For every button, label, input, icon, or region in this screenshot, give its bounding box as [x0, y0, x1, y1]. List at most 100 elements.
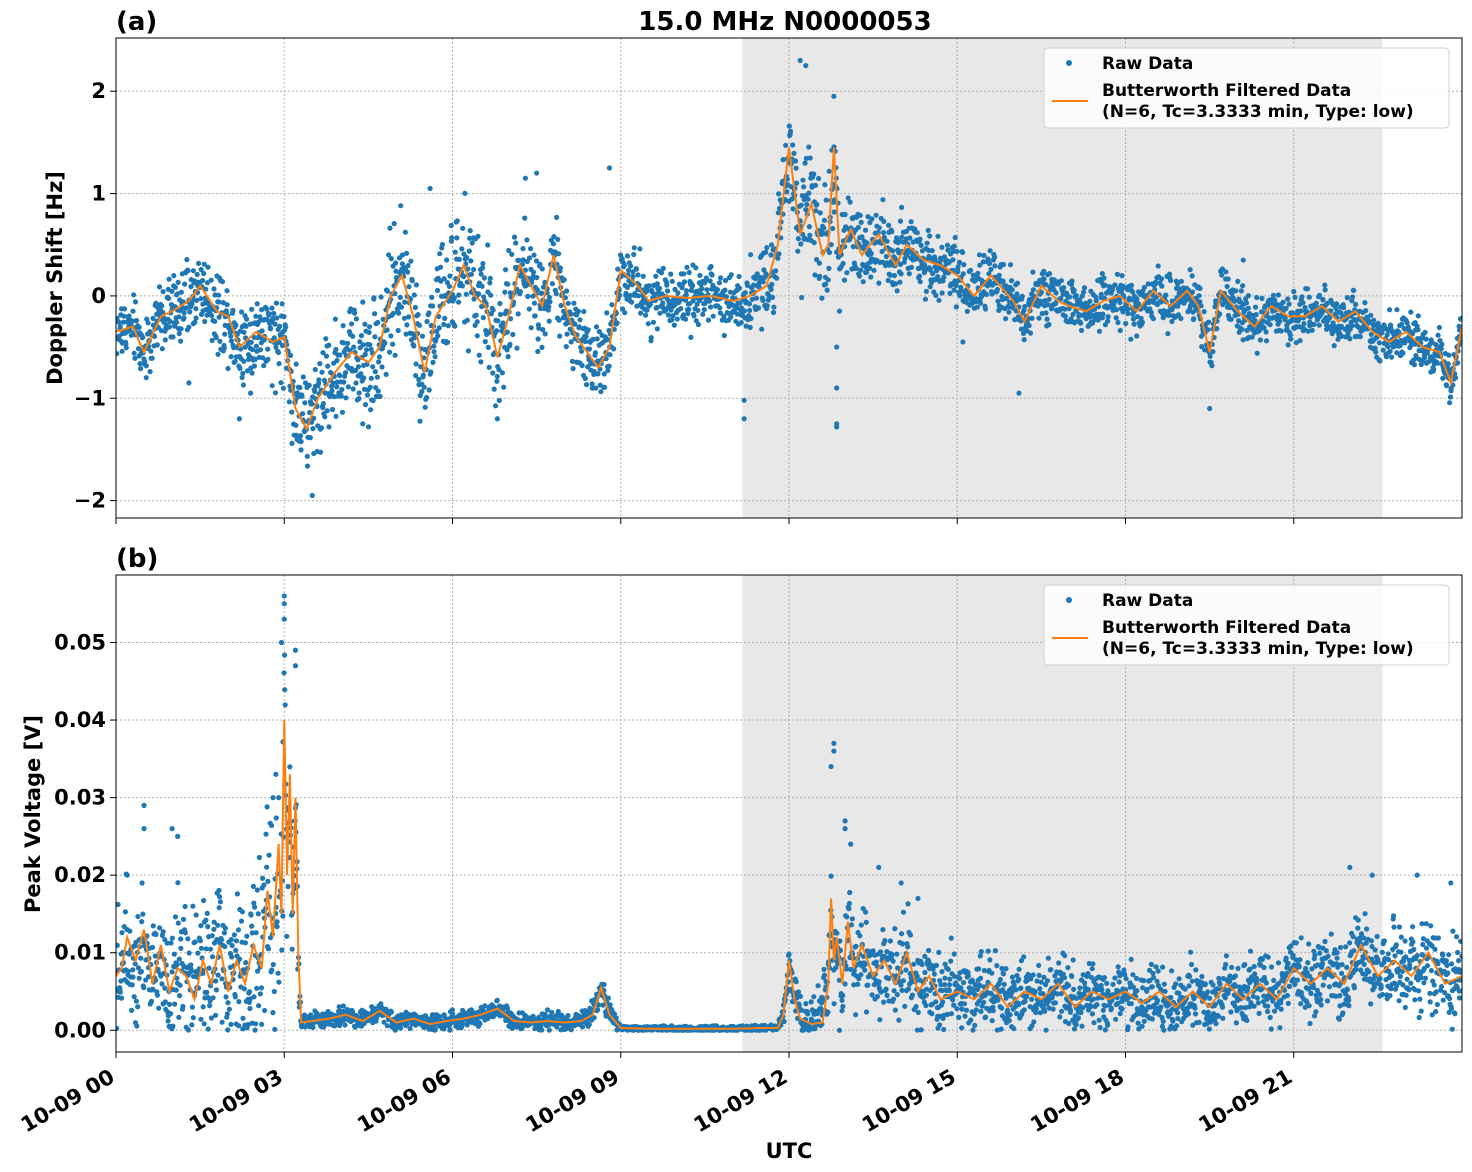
raw-data-point — [416, 376, 422, 383]
raw-data-point — [1003, 316, 1009, 322]
raw-data-point — [1233, 288, 1239, 294]
raw-data-point — [1283, 305, 1289, 311]
raw-data-point — [1099, 271, 1105, 277]
raw-data-point — [783, 142, 789, 148]
raw-data-point — [339, 386, 345, 393]
raw-data-point — [1163, 292, 1169, 298]
raw-data-point — [791, 150, 797, 156]
raw-data-point — [790, 142, 796, 148]
raw-data-point — [355, 357, 361, 363]
raw-data-point — [135, 913, 141, 920]
raw-data-point — [185, 1027, 191, 1033]
raw-data-point — [275, 970, 281, 976]
raw-data-point — [511, 234, 518, 240]
raw-data-point — [754, 271, 760, 277]
raw-data-point — [126, 313, 132, 319]
raw-data-point — [464, 255, 470, 261]
raw-data-point — [502, 267, 509, 273]
raw-data-point — [1458, 315, 1462, 322]
raw-data-point — [170, 1023, 176, 1029]
raw-data-point — [565, 300, 571, 306]
raw-data-point — [1128, 282, 1135, 288]
raw-data-point — [149, 355, 155, 361]
raw-data-point — [761, 267, 767, 273]
raw-data-point — [1297, 338, 1303, 344]
raw-data-point — [448, 222, 454, 229]
raw-data-point — [156, 1005, 162, 1011]
raw-data-point — [360, 421, 366, 427]
raw-data-point — [252, 356, 258, 362]
raw-data-point — [1357, 334, 1363, 340]
raw-data-point — [135, 1004, 141, 1010]
raw-data-point — [226, 1006, 232, 1012]
raw-data-point — [811, 994, 817, 1000]
raw-data-point — [461, 251, 467, 257]
raw-data-point — [408, 258, 414, 264]
raw-data-point — [1447, 394, 1454, 400]
raw-data-point — [172, 914, 178, 920]
raw-data-point — [834, 385, 840, 391]
raw-data-point — [209, 337, 215, 344]
raw-data-point — [871, 267, 877, 273]
raw-data-point — [657, 285, 663, 291]
raw-data-point — [159, 346, 165, 352]
raw-data-point — [709, 272, 715, 278]
raw-data-point — [412, 304, 418, 311]
raw-data-point — [665, 288, 671, 294]
raw-data-point — [539, 266, 545, 272]
raw-data-point — [416, 322, 423, 328]
raw-data-point — [238, 918, 245, 924]
raw-data-point — [253, 343, 259, 349]
raw-data-point — [881, 218, 887, 224]
raw-data-point — [879, 248, 885, 255]
raw-data-point — [1379, 330, 1385, 336]
raw-data-point — [353, 316, 359, 322]
raw-data-point — [367, 342, 373, 348]
raw-data-point — [279, 301, 285, 307]
raw-data-point — [569, 358, 576, 364]
raw-data-point — [1175, 312, 1182, 318]
raw-data-point — [525, 293, 531, 299]
raw-data-point — [812, 272, 818, 278]
raw-data-point — [306, 382, 312, 388]
raw-data-point — [388, 1009, 394, 1015]
raw-data-point — [930, 271, 936, 277]
raw-data-point — [1415, 327, 1421, 333]
raw-data-point — [768, 286, 774, 293]
raw-data-point — [951, 243, 957, 249]
raw-data-point — [822, 182, 828, 188]
raw-data-point — [1197, 299, 1203, 305]
raw-data-point — [136, 324, 142, 330]
raw-data-point — [364, 392, 371, 398]
raw-data-point — [593, 324, 600, 330]
raw-data-point — [1368, 312, 1374, 318]
raw-data-point — [834, 421, 840, 427]
raw-data-point — [390, 310, 396, 316]
raw-data-point — [534, 274, 540, 281]
raw-data-point — [1128, 336, 1134, 342]
raw-data-point — [160, 289, 166, 295]
raw-data-point — [480, 265, 486, 271]
raw-data-point — [1207, 405, 1213, 412]
raw-data-point — [150, 923, 156, 929]
raw-data-point — [341, 379, 347, 385]
raw-data-point — [738, 320, 744, 326]
raw-data-point — [287, 764, 293, 770]
raw-data-point — [1227, 304, 1233, 311]
raw-data-point — [254, 887, 260, 893]
raw-data-point — [637, 246, 643, 252]
raw-data-point — [162, 985, 168, 991]
raw-data-point — [977, 262, 983, 268]
raw-data-point — [893, 281, 899, 287]
raw-data-point — [253, 1021, 259, 1027]
raw-data-point — [1070, 311, 1076, 317]
raw-data-point — [248, 339, 254, 345]
raw-data-point — [426, 387, 432, 393]
raw-data-point — [880, 230, 887, 236]
raw-data-point — [407, 1025, 413, 1032]
raw-data-point — [273, 815, 279, 821]
raw-data-point — [583, 334, 589, 340]
raw-data-point — [419, 333, 426, 339]
raw-data-point — [950, 257, 956, 263]
raw-data-point — [269, 822, 275, 829]
